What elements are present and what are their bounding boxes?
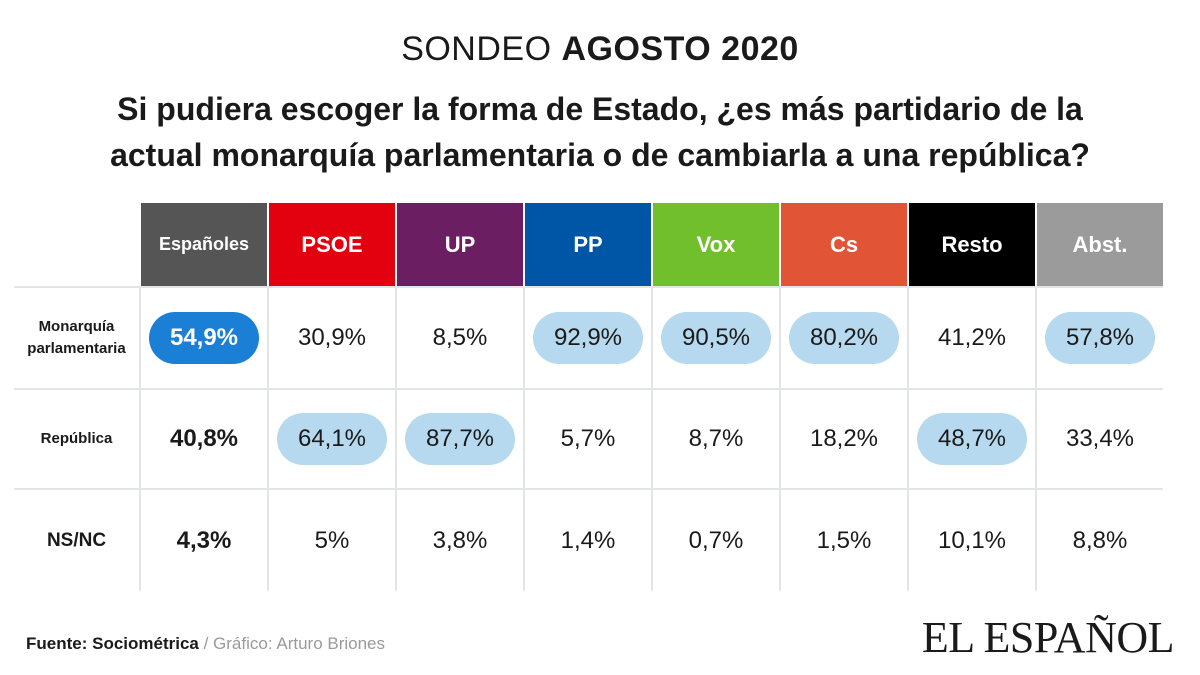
table-cell: 41,2% bbox=[909, 288, 1035, 388]
table-cell: 8,8% bbox=[1037, 490, 1163, 591]
row-label-line: Monarquía bbox=[38, 318, 115, 335]
table-cell: 18,2% bbox=[781, 390, 907, 488]
column-header-0: Españoles bbox=[141, 203, 267, 286]
row-label-line: NS/NC bbox=[46, 529, 107, 551]
table-cell: 10,1% bbox=[909, 490, 1035, 591]
graphic-credit: Gráfico: Arturo Briones bbox=[213, 634, 386, 653]
cell-value: 3,8% bbox=[432, 526, 488, 554]
row-label-text: Monarquía parlamentaria bbox=[27, 316, 125, 360]
row-label-text: República bbox=[41, 428, 113, 450]
cell-value: 0,7% bbox=[688, 526, 744, 554]
table-cell: 40,8% bbox=[141, 390, 267, 488]
el-espanol-logo: EL ESPAÑOL bbox=[921, 613, 1175, 662]
majority-pill: 54,9% bbox=[149, 312, 259, 364]
table-cell: 4,3% bbox=[141, 490, 267, 591]
majority-pill: 64,1% bbox=[277, 413, 387, 465]
majority-pill: 87,7% bbox=[405, 413, 515, 465]
majority-pill: 92,9% bbox=[533, 312, 643, 364]
cell-value: 30,9% bbox=[297, 324, 367, 351]
table-cell: 87,7% bbox=[397, 390, 523, 488]
table-cell: 1,4% bbox=[525, 490, 651, 591]
majority-pill: 57,8% bbox=[1045, 312, 1155, 364]
column-header-2: UP bbox=[397, 203, 523, 286]
cell-value: 10,1% bbox=[937, 526, 1007, 554]
kicker-light: SONDEO bbox=[401, 30, 562, 68]
table-cell: 92,9% bbox=[525, 288, 651, 388]
source-line: Fuente: Sociométrica / Gráfico: Arturo B… bbox=[26, 634, 385, 654]
row-label-line: parlamentaria bbox=[27, 340, 126, 357]
table-cell: 33,4% bbox=[1037, 390, 1163, 488]
column-header-3: PP bbox=[525, 203, 651, 286]
column-header-1: PSOE bbox=[269, 203, 395, 286]
cell-value: 18,2% bbox=[809, 425, 879, 452]
cell-value: 33,4% bbox=[1065, 425, 1135, 452]
cell-value: 8,5% bbox=[432, 324, 488, 351]
column-header-7: Abst. bbox=[1037, 203, 1163, 286]
row-label-2: NS/NC bbox=[14, 490, 139, 591]
table-cell: 48,7% bbox=[909, 390, 1035, 488]
question-title: Si pudiera escoger la forma de Estado, ¿… bbox=[110, 91, 1090, 173]
majority-pill: 90,5% bbox=[661, 312, 771, 364]
table-cell: 5% bbox=[269, 490, 395, 591]
table-cell: 8,7% bbox=[653, 390, 779, 488]
kicker-title: SONDEO AGOSTO 2020 bbox=[0, 30, 1200, 69]
cell-value: 5,7% bbox=[560, 425, 616, 452]
source-label: Fuente: Sociométrica bbox=[26, 634, 199, 653]
row-label-0: Monarquía parlamentaria bbox=[14, 288, 139, 388]
cell-value: 1,4% bbox=[560, 526, 616, 554]
table-cell: 80,2% bbox=[781, 288, 907, 388]
cell-value: 1,5% bbox=[816, 526, 872, 554]
kicker-bold: AGOSTO 2020 bbox=[561, 30, 799, 68]
source-separator: / bbox=[198, 634, 214, 653]
table-cell: 5,7% bbox=[525, 390, 651, 488]
majority-pill: 80,2% bbox=[789, 312, 899, 364]
row-label-1: República bbox=[14, 390, 139, 488]
majority-pill: 48,7% bbox=[917, 413, 1027, 465]
table-cell: 3,8% bbox=[397, 490, 523, 591]
column-header-5: Cs bbox=[781, 203, 907, 286]
cell-value: 5% bbox=[314, 526, 350, 554]
table-cell: 90,5% bbox=[653, 288, 779, 388]
table-cell: 0,7% bbox=[653, 490, 779, 591]
row-label-text: NS/NC bbox=[47, 530, 106, 552]
cell-value: 8,8% bbox=[1072, 526, 1128, 554]
column-header-6: Resto bbox=[909, 203, 1035, 286]
table-cell: 54,9% bbox=[141, 288, 267, 388]
results-table: Españoles PSOE UP PP Vox Cs Resto Abst. Monarquí… bbox=[14, 203, 1163, 591]
cell-value: 40,8% bbox=[169, 425, 239, 452]
table-cell: 64,1% bbox=[269, 390, 395, 488]
table-cell: 1,5% bbox=[781, 490, 907, 591]
cell-value: 8,7% bbox=[688, 425, 744, 452]
cell-value: 4,3% bbox=[176, 526, 232, 554]
table-cell: 8,5% bbox=[397, 288, 523, 388]
cell-value: 41,2% bbox=[937, 324, 1007, 351]
column-header-4: Vox bbox=[653, 203, 779, 286]
table-cell: 30,9% bbox=[269, 288, 395, 388]
row-label-line: República bbox=[40, 430, 113, 447]
table-cell: 57,8% bbox=[1037, 288, 1163, 388]
